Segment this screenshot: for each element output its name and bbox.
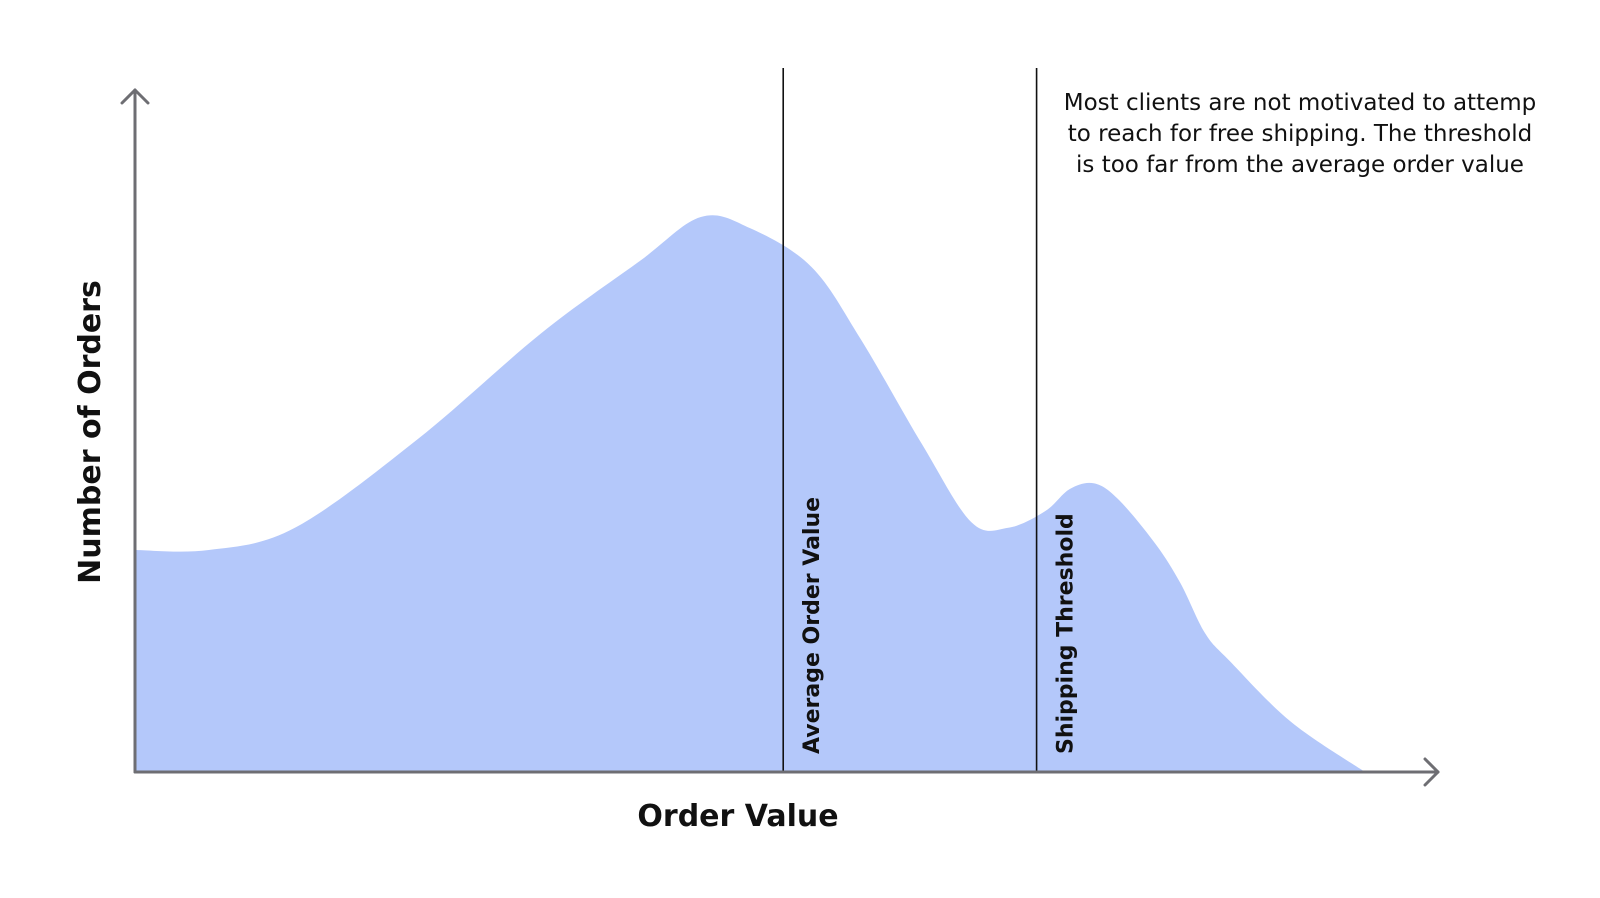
x-axis-arrow — [1423, 757, 1440, 787]
marker-label-1: Average Order Value — [800, 497, 825, 754]
y-axis-title: Number of Orders — [73, 280, 108, 584]
y-axis-arrow — [120, 88, 150, 105]
marker-label-2: Shipping Threshold — [1054, 513, 1079, 754]
annotation-text: Most clients are not motivated to attemp… — [1063, 90, 1537, 178]
order-distribution-area — [135, 215, 1365, 773]
x-axis-title: Order Value — [637, 799, 838, 834]
